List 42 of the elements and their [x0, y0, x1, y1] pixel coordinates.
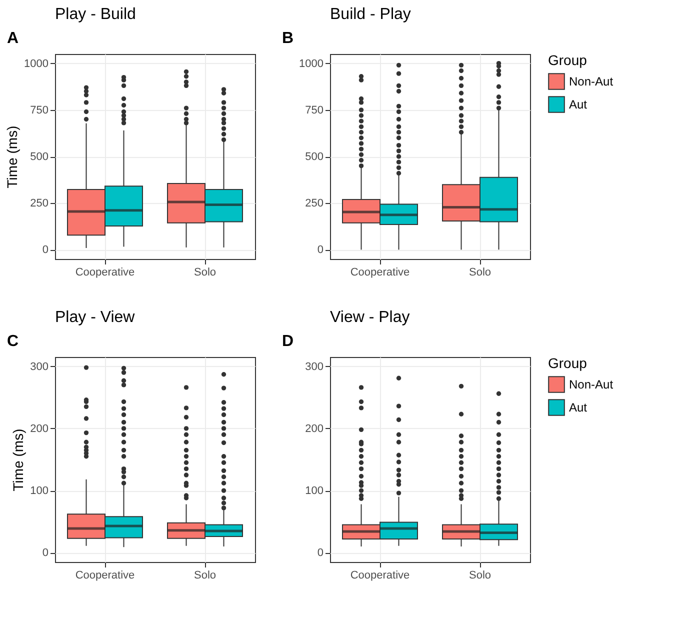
y-tick-label: 500: [305, 151, 324, 163]
y-tick-label: 1000: [299, 58, 324, 70]
y-tick-label: 1000: [24, 58, 48, 70]
x-tick-label: Solo: [194, 570, 216, 582]
y-tick-label: 750: [30, 104, 48, 116]
y-tick-label: 0: [42, 244, 48, 256]
chart-title: Play - View: [55, 309, 136, 326]
x-tick-label: Solo: [194, 266, 216, 278]
y-tick-label: 100: [305, 485, 324, 498]
y-tick-label: 750: [305, 104, 324, 116]
x-tick-label: Cooperative: [350, 266, 410, 278]
y-tick-label: 0: [317, 244, 324, 256]
y-tick-label: 0: [42, 547, 48, 560]
text: B: [282, 30, 294, 47]
y-tick-label: 300: [30, 360, 48, 373]
text: D: [282, 333, 294, 350]
legend-title: Group: [548, 355, 588, 371]
legend-label: Non-Aut: [569, 378, 614, 392]
y-tick-label: 200: [305, 422, 324, 435]
x-tick-label: Cooperative: [75, 570, 135, 582]
y-axis-title: Time (ms): [4, 126, 20, 188]
legend-title: Group: [548, 52, 588, 68]
y-tick-label: 500: [30, 151, 48, 163]
y-tick-label: 250: [30, 198, 48, 210]
y-tick-label: 200: [30, 422, 48, 435]
y-tick-label: 300: [305, 360, 324, 373]
y-tick-label: 0: [317, 547, 324, 560]
x-tick-label: Solo: [468, 266, 492, 278]
legend-label: Aut: [569, 98, 588, 112]
text: C: [7, 333, 19, 350]
y-tick-label: 250: [305, 198, 324, 210]
x-tick-label: Cooperative: [350, 570, 410, 582]
y-tick-label: 100: [30, 485, 48, 498]
legend-label: Non-Aut: [569, 74, 614, 88]
chart-title: Build - Play: [330, 6, 411, 23]
chart-title: View - Play: [330, 309, 410, 326]
x-tick-label: Solo: [468, 570, 492, 582]
y-axis-title: Time (ms): [10, 428, 26, 492]
text: A: [7, 30, 19, 47]
x-tick-label: Cooperative: [75, 266, 135, 278]
chart-title: Play - Build: [55, 6, 136, 23]
legend-label: Aut: [569, 400, 588, 414]
